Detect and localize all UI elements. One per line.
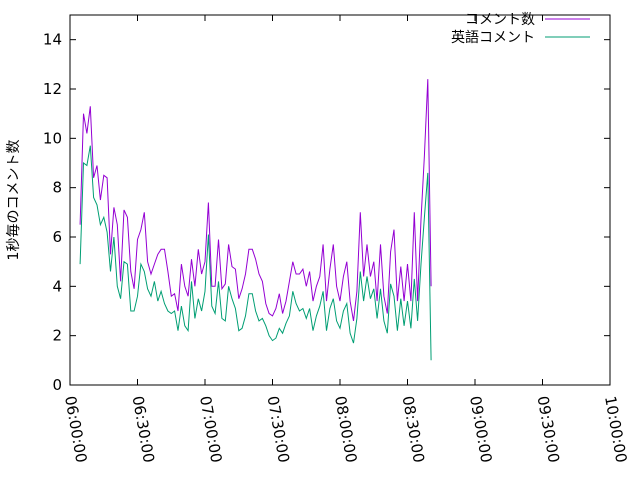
y-tick-label: 12 xyxy=(43,80,62,98)
legend-label-0: コメント数 xyxy=(465,12,535,28)
y-tick-label: 14 xyxy=(43,31,62,49)
y-axis-label: 1秒毎のコメント数 xyxy=(6,140,22,261)
x-tick-label: 08:30:00 xyxy=(399,395,428,464)
y-axis: 0 2 4 6 8 10 12 14 xyxy=(43,31,610,394)
x-tick-label: 07:00:00 xyxy=(196,395,225,464)
y-tick-label: 2 xyxy=(52,327,62,345)
series-layer xyxy=(79,79,432,361)
plot-frame xyxy=(69,14,611,386)
y-tick-label: 8 xyxy=(52,179,62,197)
y-tick-label: 4 xyxy=(52,277,62,295)
x-tick-label: 09:30:00 xyxy=(534,395,563,464)
x-tick-label: 08:00:00 xyxy=(331,395,360,464)
legend-label-1: 英語コメント xyxy=(451,29,535,46)
x-tick-label: 06:30:00 xyxy=(129,395,158,464)
y-tick-label: 0 xyxy=(52,376,62,394)
series-line-0 xyxy=(79,79,432,321)
x-tick-label: 06:00:00 xyxy=(61,395,90,464)
series-line-1 xyxy=(79,145,432,361)
x-tick-label: 07:30:00 xyxy=(264,395,293,464)
x-tick-label: 09:00:00 xyxy=(466,395,495,464)
x-tick-label: 10:00:00 xyxy=(601,395,630,464)
y-tick-label: 6 xyxy=(52,228,62,246)
y-tick-label: 10 xyxy=(43,129,62,147)
